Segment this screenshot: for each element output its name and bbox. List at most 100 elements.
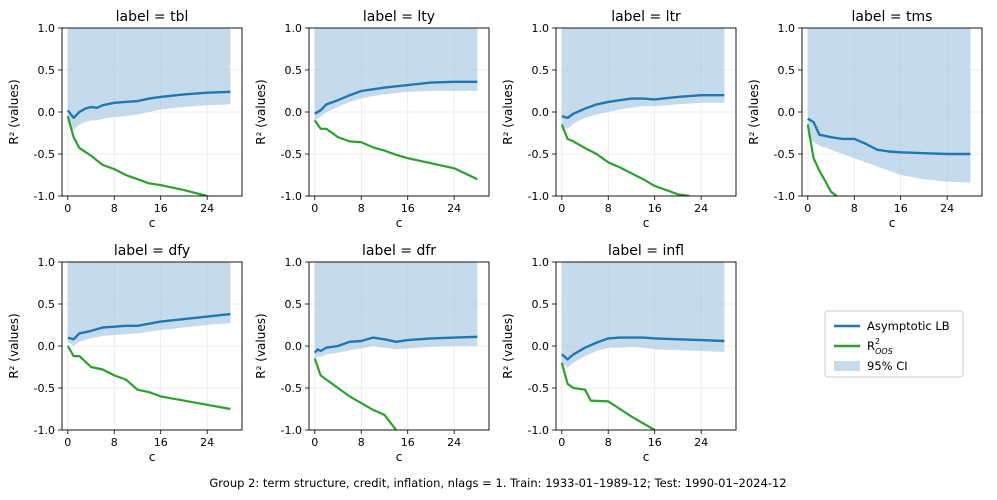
y-tick-label: 0.0 — [532, 340, 550, 353]
asymptotic-lb-line — [313, 335, 478, 354]
panel-title: label = tbl — [116, 9, 189, 25]
subplot-infl: 0 8 16 24 1.0 0.5 0.0 -0.5 -1.0 label = infl c R² (… — [501, 243, 737, 464]
r2-oos-line — [560, 362, 656, 430]
y-tick-label: -1.0 — [281, 190, 302, 203]
x-tick-label: 0 — [804, 202, 811, 215]
x-axis-label: c — [149, 216, 156, 230]
x-tick-label: 8 — [605, 202, 612, 215]
y-tick-label: 0.5 — [285, 64, 303, 77]
x-tick-label: 0 — [311, 202, 318, 215]
y-tick-label: 1.0 — [285, 256, 303, 269]
x-tick-label: 0 — [64, 202, 71, 215]
legend-label-asymptotic-lb: Asymptotic LB — [867, 319, 950, 333]
x-tick-label: 8 — [358, 436, 365, 449]
ci-band — [67, 262, 231, 346]
y-tick-label: 1.0 — [285, 22, 303, 35]
asymptotic-lb-line — [561, 93, 725, 120]
r2-oos-line — [560, 124, 690, 196]
legend-patch-ci — [834, 361, 860, 371]
legend-frame — [824, 310, 964, 378]
x-tick-label: 24 — [940, 202, 954, 215]
x-tick-label: 16 — [154, 436, 168, 449]
y-tick-label: -1.0 — [774, 190, 795, 203]
x-tick-label: 8 — [358, 202, 365, 215]
y-tick-label: 0.5 — [38, 298, 56, 311]
x-tick-label: 8 — [111, 202, 118, 215]
y-tick-label: 0.0 — [38, 106, 56, 119]
y-axis-label: R² (values) — [254, 79, 268, 144]
panel-title: label = tms — [852, 9, 933, 25]
plot-area — [560, 262, 725, 430]
asymptotic-lb-line — [314, 80, 478, 115]
x-tick-label: 24 — [200, 202, 214, 215]
y-tick-label: -0.5 — [34, 148, 55, 161]
asymptotic-lb-line — [67, 312, 231, 341]
y-tick-label: 0.0 — [285, 340, 303, 353]
r2-oos-line — [313, 358, 397, 430]
y-tick-label: 0.5 — [532, 64, 550, 77]
r2-oos-line — [66, 345, 231, 411]
y-tick-label: 0.5 — [38, 64, 56, 77]
x-tick-label: 24 — [694, 202, 708, 215]
panel-title: label = dfy — [114, 243, 190, 259]
x-tick-label: 8 — [851, 202, 858, 215]
figure-caption: Group 2: term structure, credit, inflati… — [209, 476, 786, 490]
ci-band — [67, 28, 231, 131]
y-tick-label: -0.5 — [281, 382, 302, 395]
x-axis-label: c — [149, 450, 156, 464]
x-tick-label: 0 — [311, 436, 318, 449]
y-tick-label: 0.0 — [38, 340, 56, 353]
subplot-dfr: 0 8 16 24 1.0 0.5 0.0 -0.5 -1.0 label = dfr c R² (v… — [254, 243, 490, 464]
x-axis-label: c — [396, 216, 403, 230]
x-tick-label: 16 — [401, 436, 415, 449]
y-tick-label: -0.5 — [774, 148, 795, 161]
panel-title: label = infl — [608, 243, 684, 259]
x-tick-label: 24 — [200, 436, 214, 449]
plot-area — [313, 28, 478, 181]
ci-band — [561, 28, 725, 129]
y-tick-label: -1.0 — [281, 424, 302, 437]
y-tick-label: -1.0 — [528, 190, 549, 203]
y-tick-label: -0.5 — [528, 382, 549, 395]
asymptotic-lb-line — [807, 117, 971, 156]
x-tick-label: 16 — [648, 202, 662, 215]
y-tick-label: -1.0 — [34, 424, 55, 437]
legend-r2-sup: 2 — [875, 337, 880, 346]
y-tick-label: -0.5 — [281, 148, 302, 161]
x-tick-label: 0 — [558, 202, 565, 215]
plot-area — [66, 262, 231, 411]
r2-oos-line — [806, 124, 838, 196]
subplot-tms: 0 8 16 24 1.0 0.5 0.0 -0.5 -1.0 label = tms c R² (v… — [747, 9, 983, 230]
x-tick-label: 24 — [694, 436, 708, 449]
y-axis-label: R² (values) — [501, 313, 515, 378]
x-tick-label: 16 — [648, 436, 662, 449]
x-tick-label: 24 — [447, 202, 461, 215]
asymptotic-lb-line — [66, 90, 231, 120]
subplot-dfy: 0 8 16 24 1.0 0.5 0.0 -0.5 -1.0 label = dfy c R² (v… — [7, 243, 243, 464]
subplot-grid: 0 8 16 24 1.0 0.5 0.0 -0.5 -1.0 label = tbl c R² (v… — [7, 9, 983, 464]
y-tick-label: 0.0 — [532, 106, 550, 119]
y-tick-label: -0.5 — [34, 382, 55, 395]
plot-area — [66, 28, 231, 196]
r2-oos-line — [313, 119, 478, 181]
x-tick-label: 16 — [401, 202, 415, 215]
subplot-tbl: 0 8 16 24 1.0 0.5 0.0 -0.5 -1.0 label = tbl c R² (v… — [7, 9, 243, 230]
x-axis-label: c — [643, 216, 650, 230]
x-tick-label: 0 — [64, 436, 71, 449]
y-tick-label: -0.5 — [528, 148, 549, 161]
y-tick-label: 0.5 — [532, 298, 550, 311]
x-axis-label: c — [396, 450, 403, 464]
y-tick-label: 1.0 — [532, 256, 550, 269]
x-tick-label: 8 — [605, 436, 612, 449]
y-tick-label: 1.0 — [778, 22, 796, 35]
plot-area — [560, 28, 725, 196]
legend: Asymptotic LB R2 OOS 95% CI — [824, 310, 964, 378]
x-tick-label: 24 — [447, 436, 461, 449]
y-tick-label: 0.5 — [285, 298, 303, 311]
ci-band — [807, 28, 971, 183]
y-axis-label: R² (values) — [747, 79, 761, 144]
ci-band — [314, 28, 478, 121]
legend-r2-base: R — [867, 339, 875, 353]
y-tick-label: 0.0 — [778, 106, 796, 119]
